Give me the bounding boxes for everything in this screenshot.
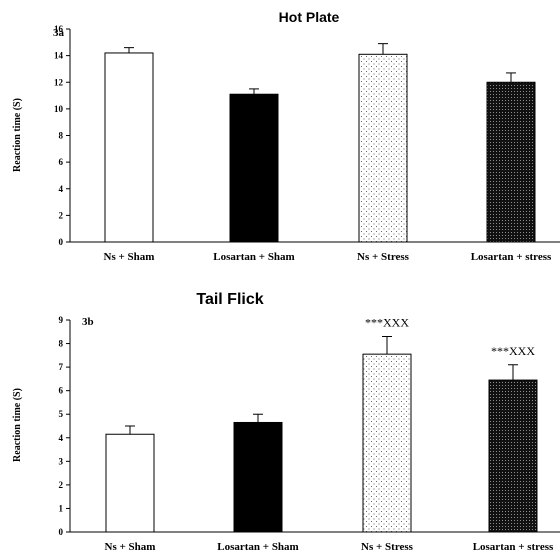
- y-tick-label: 0: [59, 237, 64, 247]
- chart-tail-flick: Tail Flick 3b Reaction time (S) 0 1 2 3 4 5 6 7…: [12, 291, 560, 553]
- y-tick-label: 2: [59, 210, 64, 220]
- x-tick-labels: Ns + Sham Losartan + Sham Ns + Stress Losar…: [104, 251, 552, 263]
- x-tick-label: Ns + Stress: [357, 251, 410, 263]
- y-ticks: 0 1 2 3 4 5 6 7 8 9: [59, 315, 70, 537]
- y-tick-label: 7: [59, 362, 64, 372]
- bar: [358, 53, 408, 243]
- x-tick-label: Losartan + stress: [473, 541, 554, 553]
- bar: [229, 93, 279, 243]
- y-tick-label: 6: [59, 386, 64, 396]
- y-tick-label: 8: [59, 131, 64, 141]
- panel-label: 3b: [82, 316, 94, 328]
- bar: [105, 433, 155, 533]
- x-tick-label: Losartan + stress: [471, 251, 552, 263]
- y-tick-label: 4: [59, 184, 64, 194]
- bar: [104, 52, 154, 243]
- y-tick-label: 1: [59, 503, 64, 513]
- y-ticks: 0 2 4 6 8 10 12 14 16: [54, 24, 70, 247]
- x-tick-label: Losartan + Sham: [217, 541, 298, 553]
- significance-label: ***XXX: [365, 315, 409, 329]
- y-axis-label: Reaction time (S): [12, 98, 23, 172]
- y-tick-label: 9: [59, 315, 64, 325]
- y-tick-label: 8: [59, 339, 64, 349]
- y-tick-label: 6: [59, 157, 64, 167]
- y-tick-label: 4: [59, 433, 64, 443]
- panel-label: 3a: [53, 27, 65, 39]
- x-tick-label: Ns + Sham: [104, 251, 155, 263]
- y-tick-label: 5: [59, 409, 64, 419]
- bars: [104, 43, 536, 243]
- x-tick-label: Ns + Stress: [361, 541, 414, 553]
- chart-title: Hot Plate: [279, 9, 340, 25]
- chart-title: Tail Flick: [196, 291, 263, 308]
- bar: [362, 353, 412, 533]
- y-tick-label: 10: [54, 104, 64, 114]
- x-tick-label: Ns + Sham: [105, 541, 156, 553]
- x-tick-labels: Ns + Sham Losartan + Sham Ns + Stress Losar…: [105, 541, 554, 553]
- y-tick-label: 12: [54, 77, 64, 87]
- bar: [488, 379, 538, 533]
- bars: ***XXX ***XXX: [105, 315, 538, 533]
- y-tick-label: 16: [54, 24, 64, 34]
- y-tick-label: 2: [59, 480, 64, 490]
- bar: [233, 421, 283, 533]
- chart-hot-plate: Hot Plate 3a Reaction time (S) 0 2 4 6 8 10 12…: [12, 9, 560, 263]
- bar: [486, 81, 536, 243]
- y-axis-label: Reaction time (S): [12, 388, 23, 462]
- y-tick-label: 3: [59, 456, 64, 466]
- y-tick-label: 0: [59, 527, 64, 537]
- significance-label: ***XXX: [491, 344, 535, 358]
- x-tick-label: Losartan + Sham: [213, 251, 294, 263]
- y-tick-label: 14: [54, 51, 64, 61]
